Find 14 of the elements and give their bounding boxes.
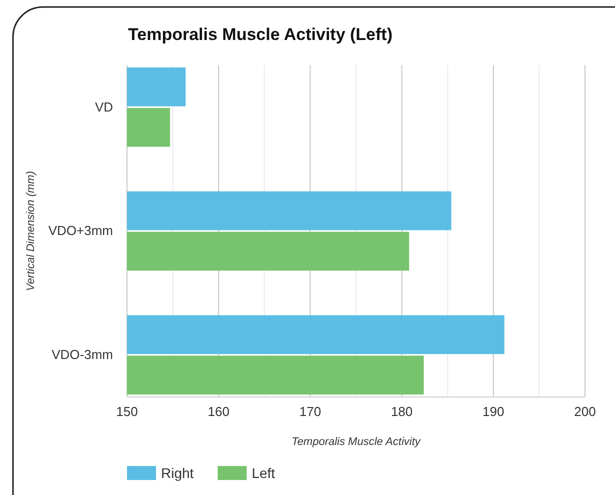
y-tick-label: VDO+3mm: [48, 223, 113, 238]
x-tick-label: 200: [574, 404, 596, 420]
legend-label: Left: [252, 465, 276, 481]
y-axis-title: Vertical Dimension (mm): [25, 170, 37, 292]
legend-label: Right: [161, 465, 194, 481]
x-tick-label: 190: [482, 404, 504, 420]
x-tick-label: 180: [390, 404, 413, 420]
x-tick-label: 150: [116, 404, 138, 420]
y-tick-label: VD: [94, 99, 113, 114]
x-axis-title: Temporalis Muscle Activity: [292, 436, 422, 448]
x-tick-label: 160: [208, 404, 230, 420]
y-tick-label: VDO-3mm: [52, 347, 113, 362]
chart-title: Temporalis Muscle Activity (Left): [128, 25, 392, 44]
x-tick-label: 170: [299, 404, 322, 420]
